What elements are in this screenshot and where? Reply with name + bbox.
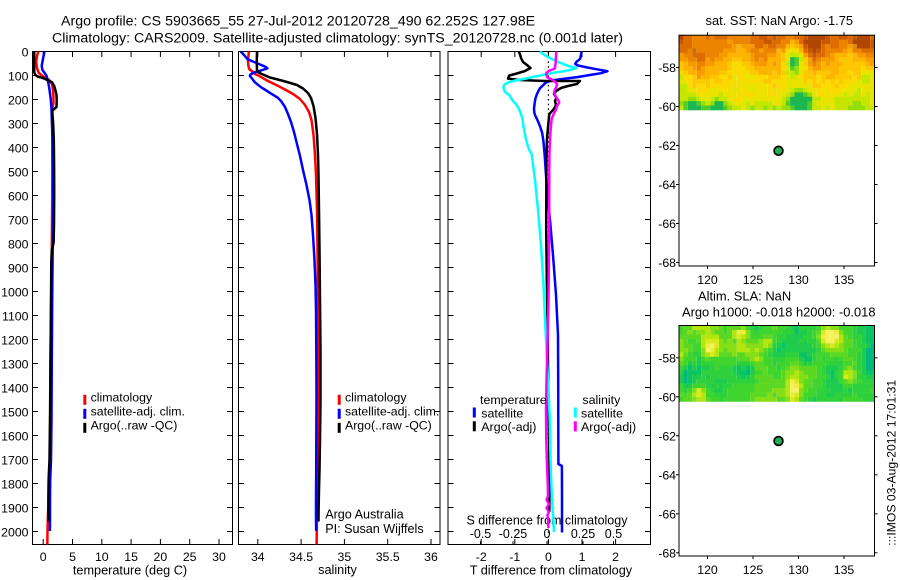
svg-text:1500: 1500 <box>1 406 29 420</box>
svg-text:135: 135 <box>834 563 855 577</box>
svg-text:satellite-adj. clim.: satellite-adj. clim. <box>91 404 185 418</box>
svg-text:-64: -64 <box>658 469 676 483</box>
svg-text:1800: 1800 <box>1 478 29 492</box>
svg-text:-58: -58 <box>658 352 676 366</box>
svg-text:25: 25 <box>183 550 197 564</box>
svg-text:35.5: 35.5 <box>376 550 400 564</box>
svg-text:900: 900 <box>8 262 29 276</box>
svg-text:600: 600 <box>8 190 29 204</box>
svg-text:0.25: 0.25 <box>571 527 595 541</box>
svg-text:salinity: salinity <box>582 393 621 407</box>
svg-text:-68: -68 <box>658 547 676 561</box>
svg-text:130: 130 <box>788 273 809 287</box>
svg-text:36: 36 <box>424 550 438 564</box>
svg-text:1600: 1600 <box>1 430 29 444</box>
svg-text:10: 10 <box>95 550 109 564</box>
svg-text:5: 5 <box>69 550 76 564</box>
svg-text:-2: -2 <box>476 550 487 564</box>
svg-text:Altim. SLA: NaN: Altim. SLA: NaN <box>698 288 791 303</box>
svg-text:1700: 1700 <box>1 454 29 468</box>
svg-text:Argo h1000: -0.018 h2000: -0.0: Argo h1000: -0.018 h2000: -0.018 <box>682 304 876 319</box>
svg-text:130: 130 <box>788 563 809 577</box>
svg-text:500: 500 <box>8 166 29 180</box>
svg-text:15: 15 <box>124 550 138 564</box>
svg-text:climatology: climatology <box>345 390 407 404</box>
svg-text:satellite-adj. clim.: satellite-adj. clim. <box>345 404 439 418</box>
svg-text:T difference from climatology: T difference from climatology <box>470 564 633 578</box>
svg-text:-66: -66 <box>658 508 676 522</box>
svg-text:satellite: satellite <box>481 407 523 421</box>
svg-text:Argo profile: CS 5903665_55 27: Argo profile: CS 5903665_55 27-Jul-2012 … <box>61 14 535 30</box>
svg-text:PI: Susan Wijffels: PI: Susan Wijffels <box>325 522 423 536</box>
svg-text:20: 20 <box>154 550 168 564</box>
svg-text:1400: 1400 <box>1 382 29 396</box>
svg-text:sat. SST: NaN Argo: -1.75: sat. SST: NaN Argo: -1.75 <box>706 13 854 28</box>
svg-text:satellite: satellite <box>581 407 623 421</box>
svg-text:0: 0 <box>40 550 47 564</box>
svg-text:-64: -64 <box>658 178 676 192</box>
svg-text:700: 700 <box>8 214 29 228</box>
svg-text:30: 30 <box>212 550 226 564</box>
svg-text:-62: -62 <box>658 430 676 444</box>
svg-text:climatology: climatology <box>91 390 153 404</box>
svg-text:34.5: 34.5 <box>289 550 313 564</box>
svg-text:120: 120 <box>697 273 718 287</box>
svg-text:2000: 2000 <box>1 526 29 540</box>
svg-text:2: 2 <box>612 550 619 564</box>
svg-text:-58: -58 <box>658 61 676 75</box>
svg-text:-60: -60 <box>658 391 676 405</box>
svg-text:800: 800 <box>8 238 29 252</box>
svg-text:0: 0 <box>545 550 552 564</box>
svg-text:0: 0 <box>544 527 551 541</box>
svg-text:100: 100 <box>8 70 29 84</box>
svg-text:1: 1 <box>579 550 586 564</box>
svg-text:1000: 1000 <box>1 286 29 300</box>
svg-text:34: 34 <box>251 550 265 564</box>
svg-text:-66: -66 <box>658 217 676 231</box>
svg-text:300: 300 <box>8 118 29 132</box>
svg-text:120: 120 <box>697 563 718 577</box>
svg-text:-0.25: -0.25 <box>499 527 528 541</box>
svg-text:0: 0 <box>22 46 29 60</box>
svg-text:135: 135 <box>834 273 855 287</box>
svg-text:-0.5: -0.5 <box>470 527 492 541</box>
svg-text:Argo(..raw -QC): Argo(..raw -QC) <box>345 418 432 432</box>
svg-text:1900: 1900 <box>1 502 29 516</box>
svg-text:Argo Australia: Argo Australia <box>325 508 403 522</box>
svg-text:125: 125 <box>743 563 764 577</box>
svg-text:1300: 1300 <box>1 358 29 372</box>
svg-text:temperature: temperature <box>480 393 547 407</box>
svg-text:-68: -68 <box>658 256 676 270</box>
svg-text:35: 35 <box>338 550 352 564</box>
svg-text:Climatology: CARS2009. Satelli: Climatology: CARS2009. Satellite-adjuste… <box>52 30 623 46</box>
svg-text:-62: -62 <box>658 139 676 153</box>
svg-text:0.5: 0.5 <box>605 527 622 541</box>
svg-text:400: 400 <box>8 142 29 156</box>
svg-text:Argo(-adj): Argo(-adj) <box>581 420 636 434</box>
svg-text:200: 200 <box>8 94 29 108</box>
svg-text:temperature (deg C): temperature (deg C) <box>73 564 187 578</box>
svg-text:125: 125 <box>743 273 764 287</box>
svg-text:Argo(..raw -QC): Argo(..raw -QC) <box>91 418 178 432</box>
svg-text:salinity: salinity <box>318 563 357 577</box>
svg-text:-1: -1 <box>509 550 520 564</box>
svg-text:Argo(-adj): Argo(-adj) <box>481 420 536 434</box>
svg-text:1200: 1200 <box>1 334 29 348</box>
svg-text:-60: -60 <box>658 100 676 114</box>
svg-text:1100: 1100 <box>2 310 29 324</box>
svg-text::::IMOS 03-Aug-2012 17:01:31: :::IMOS 03-Aug-2012 17:01:31 <box>884 380 898 546</box>
